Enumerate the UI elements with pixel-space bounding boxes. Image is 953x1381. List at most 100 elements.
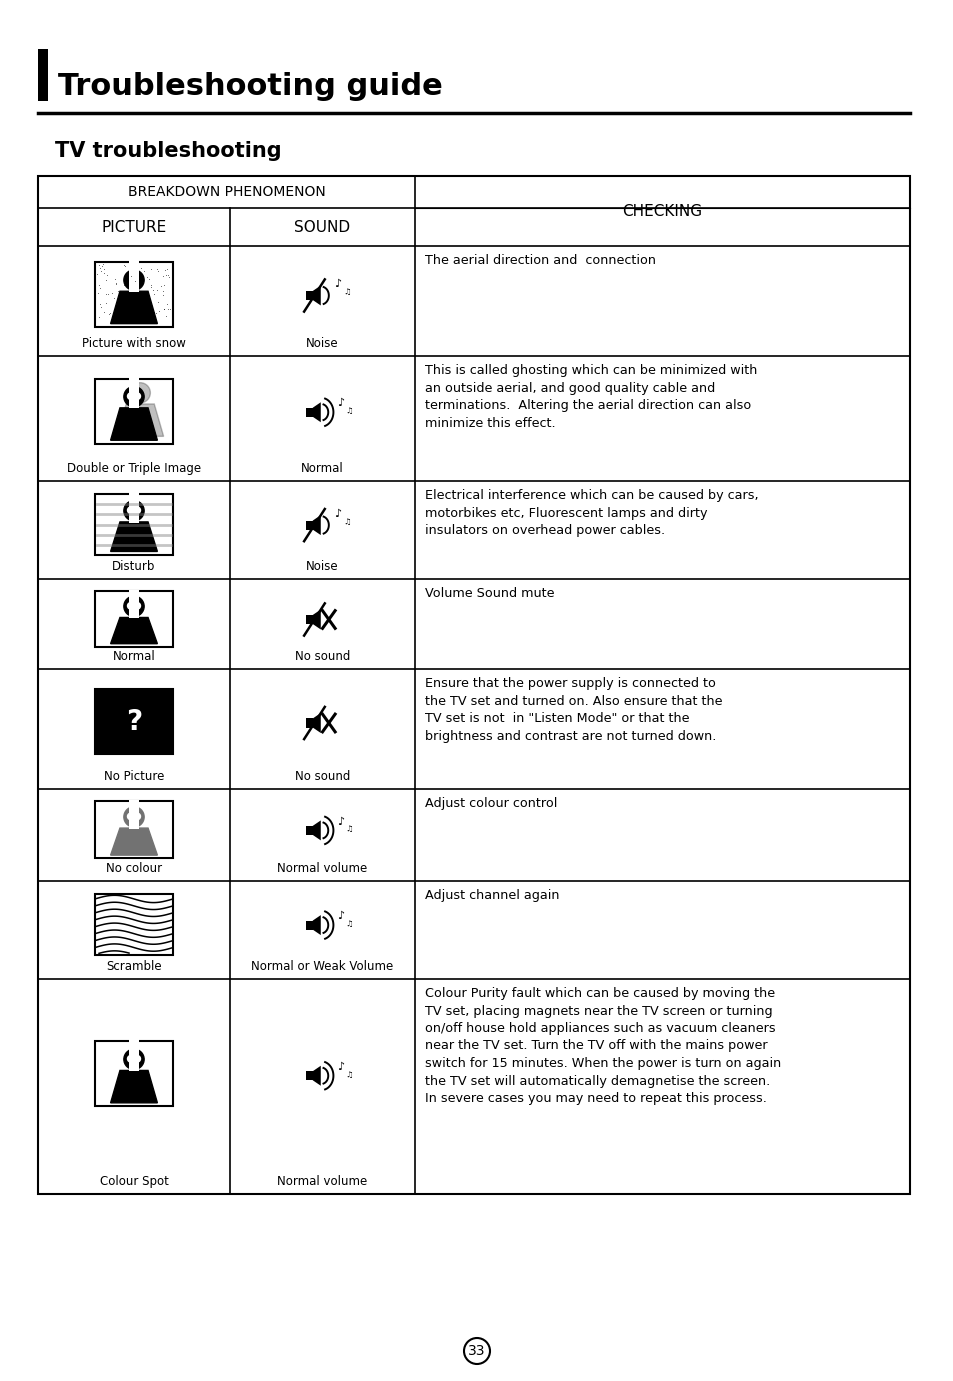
Circle shape: [133, 602, 140, 609]
Bar: [95, 894, 172, 954]
Bar: [306, 291, 313, 300]
Bar: [95, 378, 172, 443]
Text: PICTURE: PICTURE: [101, 220, 167, 235]
Polygon shape: [111, 1070, 157, 1103]
Bar: [96, 802, 172, 858]
Text: Ensure that the power supply is connected to
the TV set and turned on. Also ensu: Ensure that the power supply is connecte…: [424, 677, 721, 743]
Circle shape: [133, 1055, 140, 1062]
Polygon shape: [111, 617, 157, 644]
Text: ♫: ♫: [345, 824, 353, 833]
Bar: [130, 374, 138, 409]
Text: No colour: No colour: [106, 862, 162, 876]
Polygon shape: [313, 916, 320, 935]
Circle shape: [128, 507, 133, 514]
Text: Normal: Normal: [301, 463, 343, 475]
Text: Scramble: Scramble: [106, 960, 162, 974]
Text: ♫: ♫: [345, 406, 353, 416]
Bar: [306, 615, 313, 624]
Bar: [95, 689, 172, 754]
Bar: [130, 800, 138, 829]
Text: Troubleshooting guide: Troubleshooting guide: [58, 72, 442, 101]
Polygon shape: [313, 515, 320, 534]
Circle shape: [124, 387, 144, 407]
Bar: [306, 407, 313, 417]
Text: No sound: No sound: [294, 771, 350, 783]
Text: Noise: Noise: [306, 337, 338, 349]
Polygon shape: [313, 609, 320, 630]
Text: CHECKING: CHECKING: [621, 203, 701, 218]
Circle shape: [128, 602, 133, 609]
Text: Adjust channel again: Adjust channel again: [424, 889, 558, 902]
Circle shape: [128, 813, 133, 820]
Text: TV troubleshooting: TV troubleshooting: [55, 141, 281, 162]
Text: Double or Triple Image: Double or Triple Image: [67, 463, 201, 475]
Polygon shape: [313, 820, 320, 841]
Bar: [95, 1041, 172, 1106]
Bar: [306, 718, 313, 728]
Text: Colour Spot: Colour Spot: [99, 1175, 169, 1188]
Polygon shape: [111, 407, 157, 441]
Circle shape: [124, 269, 144, 290]
Bar: [95, 801, 172, 858]
Circle shape: [133, 394, 140, 399]
Circle shape: [133, 813, 140, 820]
Text: Electrical interference which can be caused by cars,
motorbikes etc, Fluorescent: Electrical interference which can be cau…: [424, 489, 758, 537]
Text: No sound: No sound: [294, 650, 350, 663]
Polygon shape: [313, 1066, 320, 1085]
Text: ♫: ♫: [345, 918, 353, 928]
Text: This is called ghosting which can be minimized with
an outside aerial, and good : This is called ghosting which can be min…: [424, 365, 757, 429]
Circle shape: [124, 501, 144, 521]
Text: ♫: ♫: [343, 516, 351, 526]
Text: ♪: ♪: [337, 1062, 344, 1072]
Polygon shape: [313, 402, 320, 423]
Bar: [95, 262, 172, 327]
Bar: [306, 921, 313, 929]
Text: ♪: ♪: [337, 911, 344, 921]
Circle shape: [124, 1050, 144, 1069]
Text: Normal volume: Normal volume: [277, 1175, 367, 1188]
Text: Disturb: Disturb: [112, 561, 155, 573]
Polygon shape: [111, 522, 157, 551]
Polygon shape: [313, 286, 320, 305]
Text: Noise: Noise: [306, 561, 338, 573]
Text: Normal: Normal: [112, 650, 155, 663]
Bar: [130, 492, 138, 522]
Bar: [130, 257, 138, 291]
Text: Normal or Weak Volume: Normal or Weak Volume: [251, 960, 394, 974]
Bar: [130, 1037, 138, 1072]
Text: ♪: ♪: [337, 398, 344, 409]
Text: Volume Sound mute: Volume Sound mute: [424, 587, 554, 599]
Text: ♪: ♪: [337, 816, 344, 827]
Circle shape: [130, 383, 151, 403]
Polygon shape: [111, 291, 157, 323]
Circle shape: [133, 507, 140, 514]
Bar: [306, 826, 313, 836]
Text: ?: ?: [126, 708, 142, 736]
Text: BREAKDOWN PHENOMENON: BREAKDOWN PHENOMENON: [128, 185, 325, 199]
Circle shape: [124, 807, 144, 827]
Bar: [38, 175, 909, 1195]
Circle shape: [128, 1055, 133, 1062]
Text: Picture with snow: Picture with snow: [82, 337, 186, 349]
Text: 33: 33: [468, 1344, 485, 1358]
Text: Adjust colour control: Adjust colour control: [424, 797, 557, 811]
Text: No Picture: No Picture: [104, 771, 164, 783]
Text: ♪: ♪: [334, 508, 341, 519]
Circle shape: [124, 597, 144, 616]
Text: ♫: ♫: [345, 1070, 353, 1079]
Circle shape: [128, 394, 133, 399]
Polygon shape: [111, 829, 157, 855]
Text: ♫: ♫: [343, 287, 351, 296]
Bar: [130, 590, 138, 619]
Bar: [306, 521, 313, 529]
Polygon shape: [116, 403, 164, 436]
Bar: [95, 494, 172, 555]
Text: SOUND: SOUND: [294, 220, 350, 235]
Text: Colour Purity fault which can be caused by moving the
TV set, placing magnets ne: Colour Purity fault which can be caused …: [424, 987, 781, 1105]
Polygon shape: [313, 713, 320, 733]
Bar: [95, 591, 172, 646]
Bar: [306, 1072, 313, 1080]
Text: ♪: ♪: [334, 279, 341, 289]
Text: The aerial direction and  connection: The aerial direction and connection: [424, 254, 656, 267]
Text: Normal volume: Normal volume: [277, 862, 367, 876]
